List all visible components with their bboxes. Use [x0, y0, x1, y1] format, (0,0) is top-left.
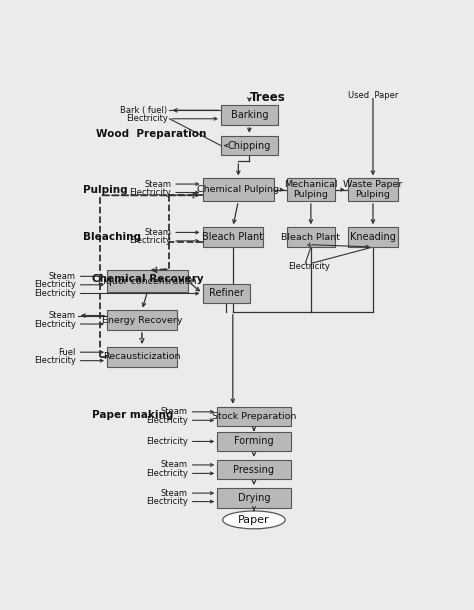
FancyBboxPatch shape [217, 432, 291, 451]
Text: Electricity: Electricity [34, 356, 76, 365]
Text: Chemical Recovery: Chemical Recovery [92, 274, 204, 284]
Text: Steam: Steam [144, 179, 171, 188]
Text: Mechanical
Pulping: Mechanical Pulping [284, 180, 337, 199]
Text: Electricity: Electricity [129, 237, 171, 245]
Text: Steam: Steam [49, 311, 76, 320]
Text: Steam: Steam [49, 272, 76, 281]
Text: Electricity: Electricity [146, 497, 188, 506]
Text: Bleach Plant: Bleach Plant [202, 232, 264, 242]
Text: Barking: Barking [231, 110, 268, 120]
Text: Chemical Pulping: Chemical Pulping [197, 185, 279, 194]
Text: Forming: Forming [234, 436, 274, 447]
Text: Electricity: Electricity [34, 320, 76, 329]
FancyBboxPatch shape [287, 178, 335, 201]
Text: Refiner: Refiner [209, 289, 244, 298]
FancyBboxPatch shape [217, 460, 291, 479]
Text: Paper: Paper [238, 515, 270, 525]
Ellipse shape [223, 511, 285, 529]
Text: Bleach Plant: Bleach Plant [282, 232, 340, 242]
Text: Electricity: Electricity [288, 262, 330, 271]
Text: Electricity: Electricity [126, 114, 168, 123]
Text: Used  Paper: Used Paper [348, 92, 398, 100]
Text: Pulping: Pulping [83, 185, 128, 195]
Text: Trees: Trees [250, 91, 286, 104]
FancyBboxPatch shape [287, 228, 335, 247]
Text: Electricity: Electricity [34, 281, 76, 289]
Text: Liquor concentration: Liquor concentration [98, 276, 197, 285]
Text: Electricity: Electricity [146, 437, 188, 446]
FancyBboxPatch shape [221, 135, 278, 156]
Text: Fuel: Fuel [58, 348, 76, 357]
Text: Electricity: Electricity [146, 416, 188, 425]
FancyBboxPatch shape [221, 105, 278, 125]
Text: Energy Recovery: Energy Recovery [101, 316, 182, 325]
Text: Electricity: Electricity [146, 469, 188, 478]
FancyBboxPatch shape [107, 347, 177, 367]
Text: Steam: Steam [161, 461, 188, 470]
Text: Waste Paper
Pulping: Waste Paper Pulping [343, 180, 402, 199]
Text: Wood  Preparation: Wood Preparation [96, 129, 206, 139]
Text: Steam: Steam [161, 489, 188, 498]
Text: Paper making: Paper making [92, 410, 173, 420]
FancyBboxPatch shape [202, 284, 250, 303]
Text: Chipping: Chipping [228, 140, 271, 151]
Text: Steam: Steam [144, 228, 171, 237]
FancyBboxPatch shape [107, 270, 188, 292]
Text: Pressing: Pressing [234, 465, 274, 475]
Text: Kneading: Kneading [350, 232, 396, 242]
FancyBboxPatch shape [217, 407, 291, 426]
FancyBboxPatch shape [202, 228, 263, 247]
Text: Stock Preparation: Stock Preparation [212, 412, 296, 421]
Text: Drying: Drying [237, 493, 270, 503]
FancyBboxPatch shape [202, 178, 274, 201]
Text: Steam: Steam [161, 407, 188, 417]
Text: Bark ( fuel): Bark ( fuel) [120, 106, 168, 115]
Text: Electricity: Electricity [129, 188, 171, 197]
FancyBboxPatch shape [217, 488, 291, 508]
Text: Recausticization: Recausticization [103, 353, 181, 361]
FancyBboxPatch shape [107, 310, 177, 330]
FancyBboxPatch shape [347, 178, 398, 201]
FancyBboxPatch shape [347, 228, 398, 247]
Text: Bleaching: Bleaching [83, 232, 141, 242]
Text: Electricity: Electricity [34, 289, 76, 298]
